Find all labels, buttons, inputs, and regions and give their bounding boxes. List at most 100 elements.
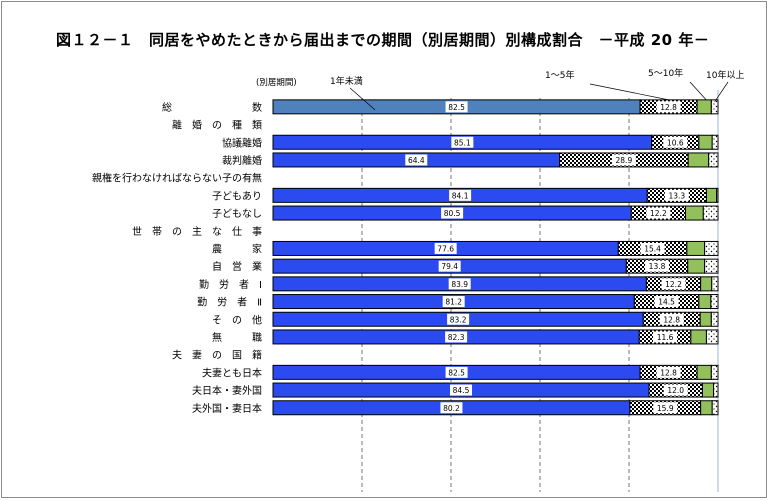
data-label-bg — [405, 154, 428, 166]
category-label: 勤 労 者 Ⅱ — [197, 296, 262, 309]
data-label: 12.8 — [660, 103, 677, 112]
stacked-bar: 85.1 10.6 — [272, 134, 719, 150]
data-label: 84.1 — [452, 191, 469, 200]
data-label-bg — [611, 154, 636, 166]
bar-segment-4 — [704, 240, 719, 256]
data-label-bg — [445, 331, 468, 343]
bar-segment-3 — [698, 294, 712, 310]
bar-segment-4 — [711, 276, 719, 292]
data-label: 80.5 — [444, 209, 461, 218]
bar-segment-3 — [700, 400, 713, 416]
data-label-bg — [653, 331, 678, 343]
category-label: 勤 労 者 Ⅰ — [199, 278, 262, 291]
bar-segment-3 — [696, 364, 712, 380]
bar-segment-4 — [713, 382, 719, 398]
bar-segment-3 — [686, 240, 706, 256]
category-label: 夫日本・妻外国 — [192, 384, 262, 397]
data-label: 12.8 — [663, 315, 680, 324]
bar-segment-3 — [690, 329, 707, 345]
category-label: 無 職 — [212, 331, 262, 344]
data-label-bg — [645, 260, 670, 272]
category-label: 子どもあり — [212, 190, 262, 202]
category-label: 自 営 業 — [212, 260, 262, 273]
section-header: 世 帯 の 主 な 仕 事 — [132, 225, 262, 238]
data-label: 80.2 — [443, 404, 460, 413]
stacked-bar: 80.5 12.2 — [272, 205, 719, 221]
category-label: 農 家 — [212, 242, 262, 255]
section-header: 離 婚 の 種 類 — [172, 119, 262, 132]
data-label: 15.4 — [644, 244, 661, 253]
data-label: 12.2 — [650, 209, 667, 218]
data-label: 85.1 — [454, 138, 471, 147]
bar-segment-4 — [711, 134, 719, 150]
data-label-bg — [656, 101, 681, 113]
legend-leader-line — [714, 81, 729, 103]
data-label-bg — [441, 207, 464, 219]
stacked-bar: 81.2 14.5 — [272, 294, 719, 310]
category-label: そ の 他 — [212, 313, 262, 326]
bar-segment-3 — [687, 152, 710, 168]
data-label: 15.9 — [657, 404, 674, 413]
data-label-bg — [659, 313, 684, 325]
bar-segment-4 — [704, 258, 719, 274]
bar-segment-3 — [698, 134, 713, 150]
data-label: 77.6 — [437, 244, 454, 253]
bar-segment-3 — [699, 311, 712, 327]
bar-segment-3 — [685, 205, 704, 221]
category-label: 裁判離婚 — [222, 154, 262, 167]
stacked-bar: 82.5 12.8 — [272, 364, 719, 380]
stacked-bar: 83.9 12.2 — [272, 276, 719, 292]
data-label-bg — [663, 136, 688, 148]
data-label: 12.2 — [665, 280, 682, 289]
bar-segment-4 — [716, 187, 719, 203]
bar-segment-4 — [711, 400, 719, 416]
stacked-bar: 80.2 15.9 — [272, 400, 719, 416]
bar-segment-4 — [710, 364, 719, 380]
stacked-bar: 82.5 12.8 — [272, 99, 719, 115]
legend-leader-line — [689, 81, 707, 101]
data-label-bg — [445, 366, 468, 378]
bar-segment-4 — [710, 294, 719, 310]
data-label: 14.5 — [658, 298, 675, 307]
data-label: 82.5 — [448, 368, 465, 377]
data-label: 82.3 — [448, 333, 465, 342]
data-label: 10.6 — [667, 138, 684, 147]
data-label: 12.0 — [667, 386, 684, 395]
stacked-bar: 64.4 28.9 — [272, 152, 719, 168]
data-label-bg — [656, 366, 681, 378]
data-label: 12.8 — [660, 368, 677, 377]
category-label: 子どもなし — [212, 208, 262, 220]
data-label: 13.8 — [649, 262, 666, 271]
data-label-bg — [654, 296, 679, 308]
data-label: 28.9 — [616, 156, 633, 165]
data-label-bg — [450, 384, 473, 396]
data-label: 11.6 — [657, 333, 674, 342]
stacked-bar: 77.6 15.4 — [272, 240, 719, 256]
data-label-bg — [653, 402, 678, 414]
data-label: 82.5 — [448, 103, 465, 112]
data-label-bg — [447, 313, 470, 325]
bar-segment-4 — [702, 205, 719, 221]
data-label-bg — [445, 101, 468, 113]
bar-segment-4 — [710, 99, 719, 115]
data-label: 83.9 — [451, 280, 468, 289]
data-label-bg — [448, 278, 471, 290]
legend-callout-label: 1年未満 — [330, 75, 363, 87]
data-label-bg — [442, 296, 465, 308]
data-label-bg — [640, 242, 665, 254]
data-label-bg — [646, 207, 671, 219]
data-label-bg — [451, 136, 474, 148]
stacked-bar: 83.2 12.8 — [272, 311, 719, 327]
axis-caption: (別居期間) — [256, 78, 297, 88]
category-label: 夫外国・妻日本 — [192, 402, 262, 415]
legend-leader-line — [589, 83, 669, 101]
legend-callout-label: 10年以上 — [706, 69, 744, 81]
data-label: 79.4 — [441, 262, 458, 271]
data-label: 81.2 — [445, 298, 462, 307]
data-label-bg — [661, 278, 686, 290]
bar-segment-4 — [705, 329, 719, 345]
bar-segment-3 — [696, 99, 712, 115]
category-label: 総 数 — [162, 101, 262, 114]
